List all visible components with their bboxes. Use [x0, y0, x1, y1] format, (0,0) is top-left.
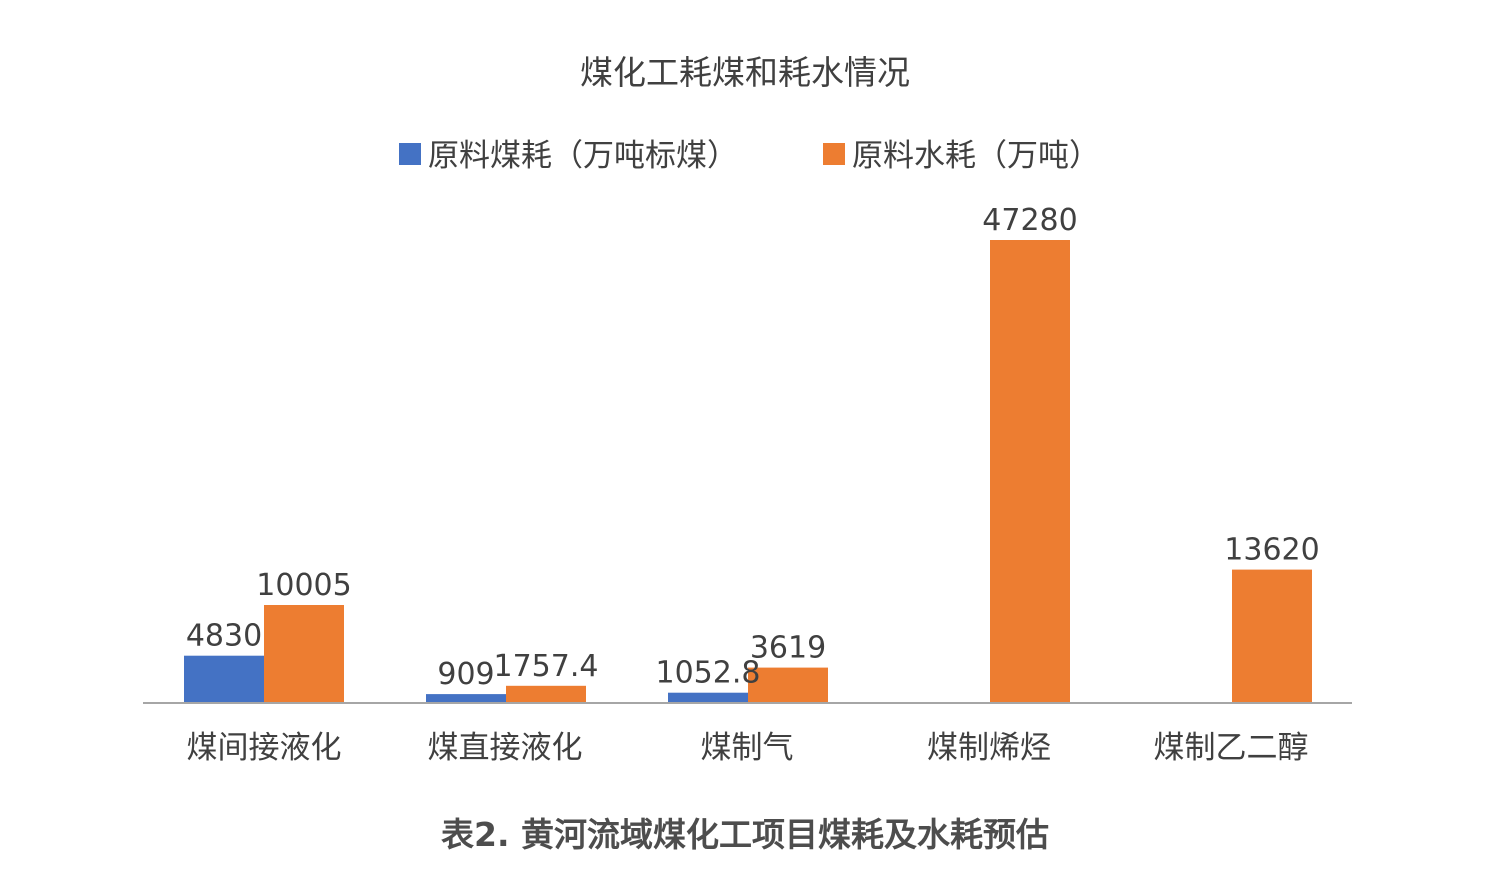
x-tick-label: 煤直接液化 — [428, 730, 583, 766]
bar-coal — [668, 692, 748, 703]
chart-title: 煤化工耗煤和耗水情况 — [580, 53, 910, 92]
value-label-water: 47280 — [982, 203, 1077, 238]
bar-water — [990, 240, 1070, 703]
value-label-coal: 909 — [437, 657, 494, 692]
legend-label-coal: 原料煤耗（万吨标煤） — [428, 138, 738, 174]
bar-water — [1232, 569, 1312, 703]
figure-caption: 表2. 黄河流域煤化工项目煤耗及水耗预估 — [441, 815, 1049, 854]
value-label-coal: 4830 — [186, 619, 262, 654]
value-label-coal: 1052.8 — [656, 656, 761, 691]
x-tick-label: 煤间接液化 — [187, 730, 342, 766]
value-label-water: 3619 — [750, 631, 826, 666]
bar-water — [264, 605, 344, 703]
bar-water — [506, 685, 586, 703]
bar-water — [748, 667, 828, 703]
legend-label-water: 原料水耗（万吨） — [852, 138, 1100, 174]
value-label-water: 1757.4 — [494, 649, 599, 684]
legend-swatch-water — [823, 143, 845, 165]
x-tick-label: 煤制烯烃 — [927, 730, 1051, 766]
x-tick-label: 煤制乙二醇 — [1154, 730, 1309, 766]
legend-swatch-coal — [399, 143, 421, 165]
x-tick-label: 煤制气 — [701, 730, 794, 766]
bar-coal — [426, 694, 506, 703]
bar-coal — [184, 655, 264, 703]
legend: 原料煤耗（万吨标煤） 原料水耗（万吨） — [399, 138, 1100, 174]
x-tick-labels: 煤间接液化 煤直接液化 煤制气 煤制烯烃 煤制乙二醇 — [187, 730, 1309, 766]
bars-group — [184, 240, 1312, 703]
value-label-water: 10005 — [256, 568, 351, 603]
value-label-water: 13620 — [1224, 533, 1319, 568]
